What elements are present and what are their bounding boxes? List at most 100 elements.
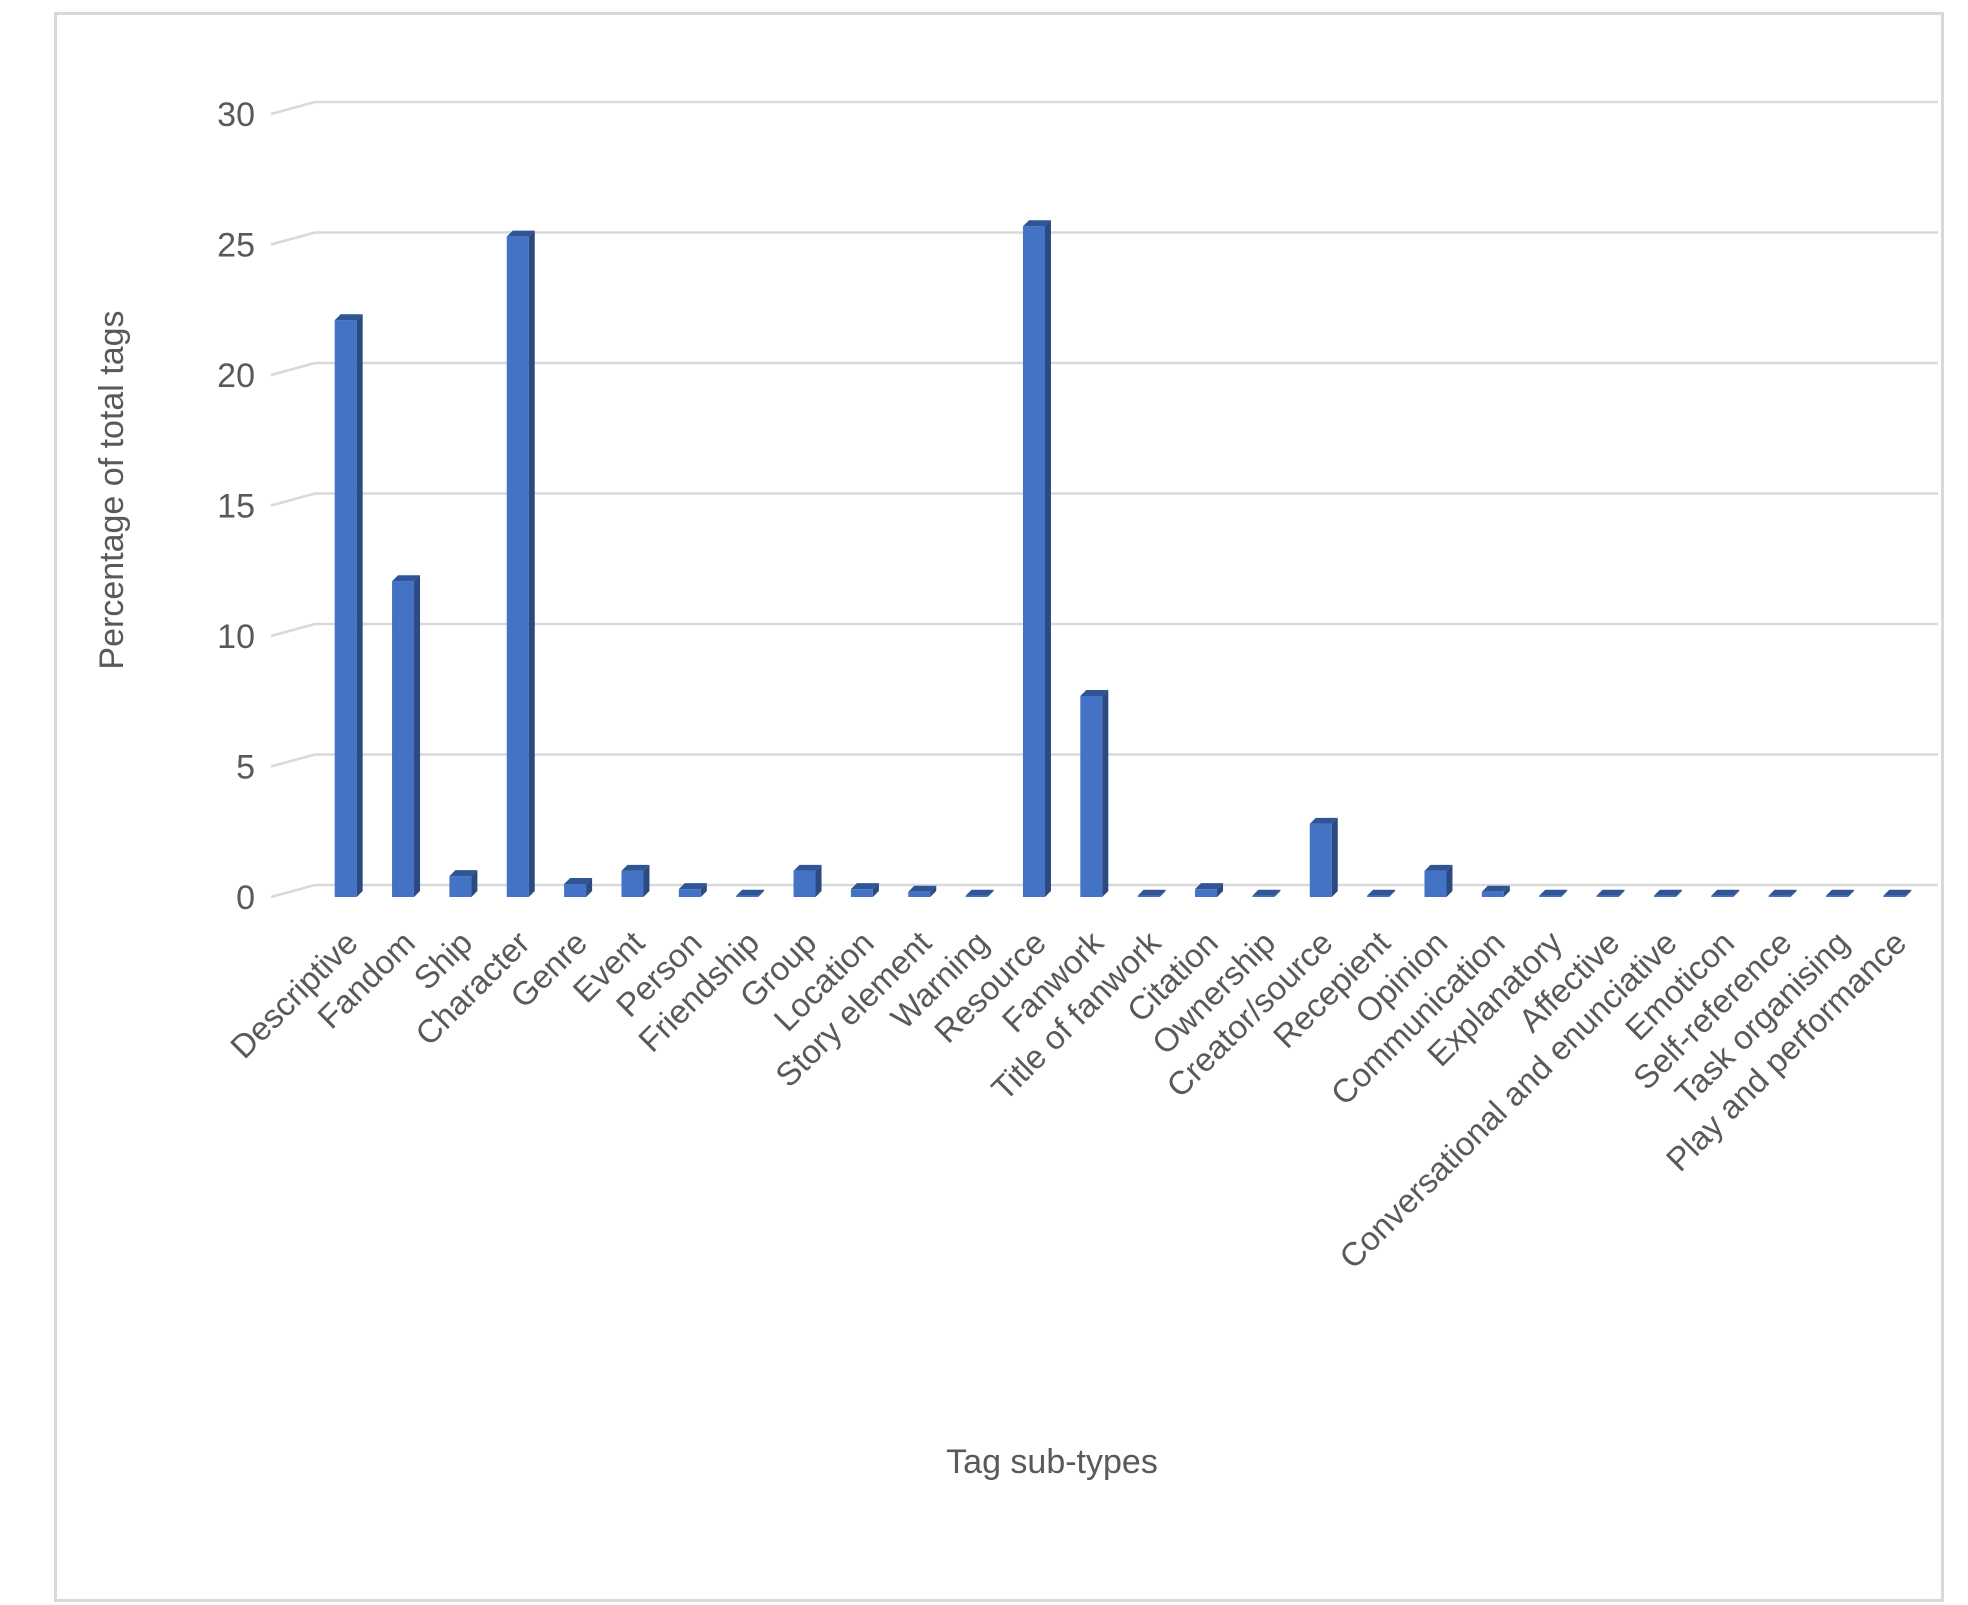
bar <box>1596 889 1625 897</box>
bar-front <box>1080 696 1103 897</box>
y-tick-label: 10 <box>217 618 255 656</box>
bar-front <box>908 891 931 897</box>
bar <box>1653 889 1682 897</box>
x-axis-tick-labels: DescriptiveFandomShipCharacterGenreEvent… <box>223 923 1913 1275</box>
bar-top <box>449 870 478 877</box>
bar-front <box>1137 895 1160 897</box>
bar-front <box>506 236 529 898</box>
bar-top <box>1424 864 1453 871</box>
bar-side <box>987 889 994 897</box>
bar-side <box>1102 690 1109 897</box>
bar <box>564 877 593 897</box>
bar <box>1080 690 1109 897</box>
bar-side <box>1618 889 1625 897</box>
y-tick-label: 0 <box>236 879 255 917</box>
bar-top <box>793 864 822 871</box>
bar-top <box>1022 220 1051 227</box>
bar <box>908 885 937 897</box>
bar-side <box>414 575 421 897</box>
bar-front <box>1768 895 1791 897</box>
bar-side <box>1044 220 1051 898</box>
bar-top <box>850 883 879 890</box>
bar-top <box>506 230 535 237</box>
bar-side <box>1503 885 1510 897</box>
bar-front <box>965 895 988 897</box>
bar-side <box>1331 817 1338 897</box>
bar <box>1424 864 1453 897</box>
bar-side <box>1274 889 1281 897</box>
bar <box>1768 889 1797 897</box>
bar-side <box>1905 889 1912 897</box>
y-tick-label: 30 <box>217 96 255 134</box>
bar-front <box>1367 895 1390 897</box>
bar-front <box>334 320 357 897</box>
bar-top <box>334 314 363 321</box>
bar <box>1481 885 1510 897</box>
bar-top <box>965 889 994 896</box>
y-tick-label: 25 <box>217 227 255 265</box>
bar-side <box>1847 889 1854 897</box>
bar-front <box>564 883 587 897</box>
bar-top <box>564 877 593 884</box>
y-axis-label: Percentage of total tags <box>93 310 131 669</box>
bar-side <box>586 877 593 897</box>
bar-top <box>1080 690 1109 697</box>
gridline-diagonal <box>270 100 316 116</box>
bar <box>392 575 421 897</box>
bar-chart: 0 5 10 15 20 25 30 DescriptiveFandomShipCharac… <box>93 96 1938 1481</box>
bar <box>678 883 707 897</box>
bar-front <box>1195 889 1218 897</box>
bar-front <box>850 889 873 897</box>
bar-front <box>1424 870 1447 897</box>
bar-side <box>815 864 822 897</box>
gridline-diagonal <box>270 231 316 246</box>
gridline-diagonal <box>270 361 316 377</box>
bar-front <box>1711 895 1734 897</box>
bar-front <box>621 870 644 897</box>
bar-top <box>1883 889 1912 896</box>
bar-front <box>392 581 415 897</box>
bar-top <box>1367 889 1396 896</box>
bar-front <box>1653 895 1676 897</box>
bar-front <box>736 895 759 897</box>
x-axis-label: Tag sub-types <box>946 1443 1158 1481</box>
bar-front <box>1539 895 1562 897</box>
bar-top <box>1711 889 1740 896</box>
bar-front <box>1252 895 1275 897</box>
bar <box>1022 220 1051 898</box>
bar <box>621 864 650 897</box>
bar-front <box>678 889 701 897</box>
y-tick-label: 20 <box>217 357 255 395</box>
gridline-diagonal <box>270 622 316 638</box>
bar <box>449 870 478 897</box>
bar-top <box>1252 889 1281 896</box>
bar-front <box>449 876 472 897</box>
bars <box>334 220 1912 898</box>
bar-side <box>1561 889 1568 897</box>
bar-front <box>1883 895 1906 897</box>
bar <box>1195 883 1224 897</box>
bar-side <box>872 883 879 897</box>
bar-front <box>1022 226 1045 898</box>
gridline-diagonal <box>270 753 316 768</box>
bar-top <box>678 883 707 890</box>
y-tick-label: 5 <box>236 749 255 787</box>
bar-front <box>1596 895 1619 897</box>
chart-frame: 0 5 10 15 20 25 30 Descriptive Fandom Ship Charac… <box>54 12 1944 1602</box>
bar <box>1252 889 1281 897</box>
bar-front <box>1825 895 1848 897</box>
bar-side <box>356 314 363 897</box>
bar <box>1367 889 1396 897</box>
gridline-diagonal <box>270 883 316 899</box>
bar <box>1137 889 1166 897</box>
bar-side <box>1159 889 1166 897</box>
bar-top <box>908 885 937 892</box>
bar <box>1711 889 1740 897</box>
y-axis-tick-labels: 0 5 10 15 20 25 30 <box>217 96 255 917</box>
bar-top <box>1539 889 1568 896</box>
bar-top <box>1309 817 1338 824</box>
bar-side <box>643 864 650 897</box>
bar <box>1539 889 1568 897</box>
y-tick-label: 15 <box>217 488 255 526</box>
bar-top <box>1768 889 1797 896</box>
